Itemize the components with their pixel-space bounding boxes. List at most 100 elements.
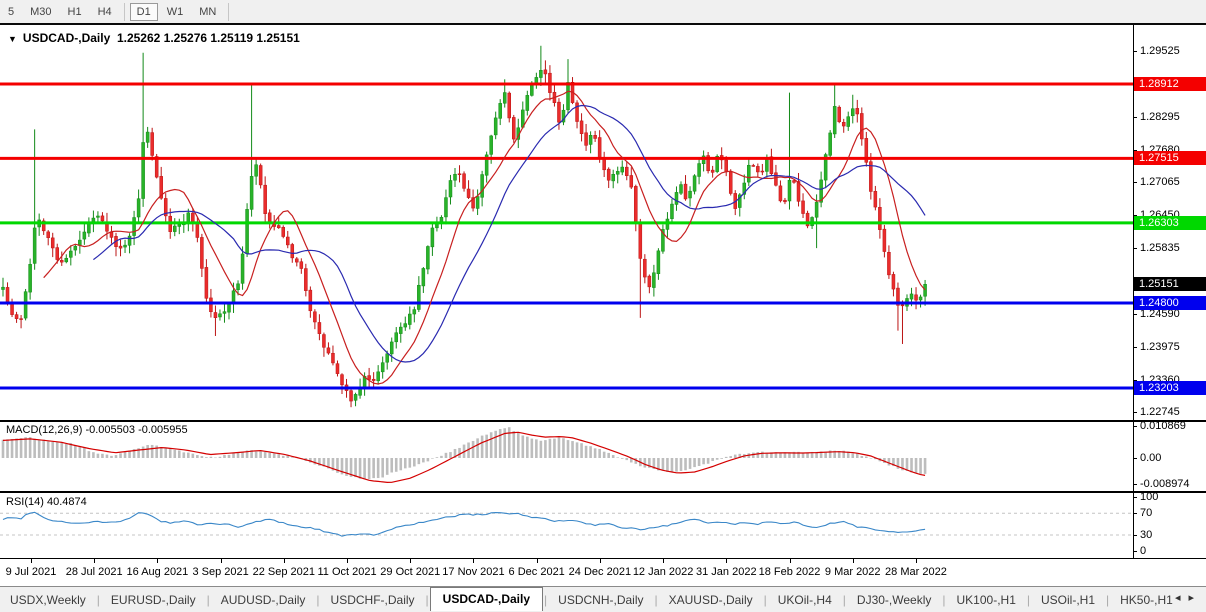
macd-histogram-bar [426,458,430,462]
macd-histogram-bar [774,452,778,458]
macd-histogram-bar [241,451,244,458]
date-tick [915,559,917,563]
chart-tab-uk100-h1[interactable]: UK100-,H1 [956,592,1016,607]
tab-separator: | [654,592,658,607]
macd-histogram-bar [598,448,601,458]
chart-tab-eurusd-daily[interactable]: EURUSD-,Daily [110,592,196,607]
scroll-right-icon[interactable]: ▸ [1188,592,1202,604]
macd-histogram-bar [887,458,891,466]
macd-histogram-bar [78,446,82,458]
macd-histogram-bar [223,454,226,458]
date-tick [473,559,475,563]
price-tick-label: 1.25835 [1140,241,1180,254]
macd-histogram-bar [46,441,50,458]
resistance-badge: 1.27515 [1134,151,1206,166]
macd-histogram-bar [259,451,262,458]
macd-panel-svg[interactable] [0,422,1133,491]
scroll-left-icon[interactable]: ◂ [1174,592,1189,604]
macd-histogram-bar [440,455,443,458]
macd-histogram-bar [214,457,217,459]
moving-average-line [43,90,926,385]
macd-histogram-bar [833,450,836,458]
panel-divider-3 [0,558,1206,559]
macd-histogram-bar [390,458,394,473]
macd-histogram-bar [105,454,109,458]
macd-histogram-bar [403,458,407,469]
rsi-panel-svg[interactable] [0,493,1133,558]
date-label: 12 Jan 2022 [632,566,694,578]
macd-histogram-bar [146,445,149,458]
date-tick [852,559,854,563]
timeframe-button-m30[interactable]: M30 [30,5,52,18]
chart-tab-usdcnh-daily[interactable]: USDCNH-,Daily [558,592,644,607]
timeframe-button-d1[interactable]: D1 [129,2,158,21]
date-label: 29 Oct 2021 [380,566,441,578]
macd-histogram-bar [815,451,818,458]
chart-tab-xauusd-daily[interactable]: XAUUSD-,Daily [668,592,753,607]
macd-histogram-bar [516,432,520,458]
timeframe-button-mn[interactable]: MN [199,5,217,18]
macd-histogram-bar [37,439,41,458]
support-badge: 1.24800 [1134,295,1206,310]
timeframe-button-w1[interactable]: W1 [166,5,184,18]
date-label: 22 Sep 2021 [252,566,316,578]
macd-histogram-bar [236,452,240,458]
macd-histogram-bar [137,448,140,458]
chart-tab-hk50-h1[interactable]: HK50-,H1 [1120,592,1173,607]
chart-tab-usdchf-daily[interactable]: USDCHF-,Daily [330,592,415,607]
chart-title: ▼ USDCAD-,Daily 1.25262 1.25276 1.25119 1… [8,31,300,45]
current-price-badge: 1.25151 [1134,277,1206,292]
macd-histogram-bar [571,441,574,458]
chart-tab-ukoil-h4[interactable]: UKOil-,H4 [777,592,832,607]
macd-histogram-bar [539,440,543,458]
macd-histogram-bar [901,458,904,471]
macd-histogram-bar [196,455,199,458]
rsi-tick-label: 70 [1140,507,1153,520]
chart-tab-usdcad-daily[interactable]: USDCAD-,Daily [429,586,544,611]
timeframe-button-h1[interactable]: H1 [67,5,82,18]
price-panel-svg[interactable] [0,25,1133,420]
macd-histogram-bar [657,458,660,471]
timeframe-button-h4[interactable]: H4 [97,5,112,18]
macd-histogram-bar [358,458,362,479]
chart-tab-usdx-weekly[interactable]: USDX,Weekly [10,592,86,607]
macd-tick-label: -0.008974 [1140,478,1190,491]
symbol-menu-arrow-icon[interactable]: ▼ [8,34,17,44]
date-label: 18 Feb 2022 [758,566,821,578]
macd-histogram-bar [119,453,122,458]
macd-histogram-bar [28,437,32,458]
macd-histogram-bar [449,452,452,458]
macd-histogram-bar [173,449,177,458]
macd-histogram-bar [110,455,113,458]
macd-histogram-bar [602,451,606,458]
axis-tick [1133,247,1137,249]
panel-divider-1[interactable] [0,420,1206,422]
chart-symbol-label: USDCAD-,Daily [22,31,111,45]
macd-histogram-bar [394,458,398,472]
macd-histogram-bar [96,453,100,458]
chart-tab-audusd-daily[interactable]: AUDUSD-,Daily [220,592,306,607]
macd-histogram-bar [69,443,73,458]
macd-histogram-bar [272,453,276,458]
panel-divider-2[interactable] [0,491,1206,493]
macd-histogram-bar [87,451,91,458]
macd-histogram-bar [593,448,597,458]
macd-histogram-bar [733,454,737,458]
macd-histogram-bar [24,437,27,458]
macd-histogram-bar [33,438,36,458]
macd-histogram-bar [322,458,326,467]
date-tick [31,559,32,563]
date-label: 17 Nov 2021 [442,566,505,578]
macd-histogram-bar [729,456,733,458]
chart-tab-dj30-weekly[interactable]: DJ30-,Weekly [856,592,932,607]
chart-tab-usoil-h1[interactable]: USOil-,H1 [1041,592,1096,607]
rsi-tick-label: 0 [1140,545,1147,558]
timeframe-button-5[interactable]: 5 [8,5,15,18]
macd-histogram-bar [263,451,267,458]
macd-histogram-bar [218,456,222,458]
axis-tick [1133,551,1137,553]
moving-average-line [93,104,926,363]
tab-scroll-arrows: ◂▸ [1175,591,1202,604]
macd-histogram-bar [480,435,484,458]
